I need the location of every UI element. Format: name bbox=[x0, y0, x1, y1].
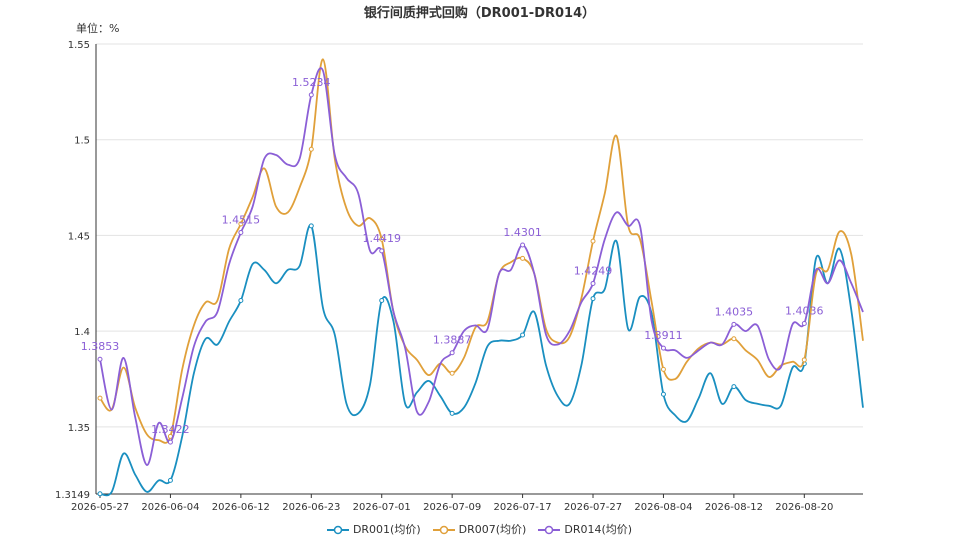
data-point bbox=[731, 384, 737, 390]
data-point bbox=[167, 439, 173, 445]
x-tick-label: 2026-06-23 bbox=[282, 502, 340, 513]
data-point bbox=[731, 336, 737, 342]
data-label: 1.4301 bbox=[503, 226, 542, 239]
data-point bbox=[660, 345, 666, 351]
data-point bbox=[167, 477, 173, 483]
data-point bbox=[379, 236, 385, 242]
y-tick-label: 1.45 bbox=[68, 231, 90, 242]
legend: DR001(均价) DR007(均价) DR014(均价) bbox=[0, 521, 959, 537]
data-label: 1.4515 bbox=[222, 214, 261, 227]
x-tick-label: 2026-06-12 bbox=[212, 502, 270, 513]
data-point bbox=[97, 356, 103, 362]
y-tick-label: 1.3149 bbox=[55, 490, 90, 501]
data-point bbox=[520, 255, 526, 261]
unit-label: 单位：% bbox=[76, 22, 120, 35]
y-tick-label: 1.55 bbox=[68, 40, 90, 51]
data-point bbox=[520, 242, 526, 248]
data-point bbox=[590, 238, 596, 244]
x-tick-label: 2026-08-04 bbox=[634, 502, 692, 513]
data-point bbox=[308, 223, 314, 229]
legend-swatch bbox=[326, 525, 349, 535]
data-point bbox=[660, 366, 666, 372]
data-point bbox=[590, 296, 596, 302]
x-tick-label: 2026-08-20 bbox=[775, 502, 833, 513]
data-point bbox=[801, 357, 807, 363]
data-point bbox=[449, 350, 455, 356]
legend-swatch bbox=[538, 525, 561, 535]
x-tick-label: 2026-07-27 bbox=[564, 502, 622, 513]
data-point bbox=[520, 332, 526, 338]
data-point bbox=[97, 395, 103, 401]
data-point bbox=[449, 370, 455, 376]
legend-label: DR001(均价) bbox=[352, 523, 421, 536]
legend-label: DR014(均价) bbox=[564, 523, 633, 536]
legend-label: DR007(均价) bbox=[458, 523, 527, 536]
x-tick-label: 2026-06-04 bbox=[141, 502, 199, 513]
y-tick-label: 1.4 bbox=[74, 327, 90, 338]
data-point bbox=[660, 391, 666, 397]
data-label: 1.4419 bbox=[362, 232, 401, 245]
data-label: 1.3887 bbox=[433, 334, 472, 347]
data-point bbox=[238, 221, 244, 227]
data-point bbox=[97, 491, 103, 497]
series-line-dr001 bbox=[99, 224, 864, 497]
data-label: 1.4036 bbox=[785, 304, 824, 317]
data-label: 1.3853 bbox=[81, 340, 120, 353]
x-tick-label: 2026-05-27 bbox=[71, 502, 129, 513]
series-line-dr007 bbox=[99, 58, 864, 444]
data-point bbox=[379, 248, 385, 254]
legend-item[interactable]: DR001(均价) bbox=[326, 521, 421, 537]
data-point bbox=[449, 410, 455, 416]
x-tick-label: 2026-07-09 bbox=[423, 502, 481, 513]
data-label: 1.3911 bbox=[644, 329, 683, 342]
legend-item[interactable]: DR007(均价) bbox=[432, 521, 527, 537]
chart-title: 银行间质押式回购（DR001-DR014） bbox=[363, 6, 596, 21]
x-tick-label: 2026-07-01 bbox=[353, 502, 411, 513]
data-point bbox=[731, 321, 737, 327]
data-point bbox=[801, 320, 807, 326]
y-tick-label: 1.35 bbox=[68, 423, 90, 434]
series-line-dr014 bbox=[99, 67, 864, 467]
data-point bbox=[590, 280, 596, 286]
x-tick-label: 2026-07-17 bbox=[494, 502, 552, 513]
data-label: 1.4249 bbox=[574, 264, 613, 277]
data-label: 1.4035 bbox=[715, 305, 754, 318]
data-point bbox=[379, 297, 385, 303]
data-point bbox=[308, 92, 314, 98]
legend-swatch bbox=[432, 525, 455, 535]
data-point bbox=[308, 146, 314, 152]
legend-item[interactable]: DR014(均价) bbox=[538, 521, 632, 537]
data-point bbox=[238, 297, 244, 303]
data-point bbox=[238, 230, 244, 236]
data-label: 1.5234 bbox=[292, 76, 331, 89]
x-tick-label: 2026-08-12 bbox=[705, 502, 763, 513]
data-label: 1.3422 bbox=[151, 423, 190, 436]
y-tick-label: 1.5 bbox=[74, 136, 90, 147]
